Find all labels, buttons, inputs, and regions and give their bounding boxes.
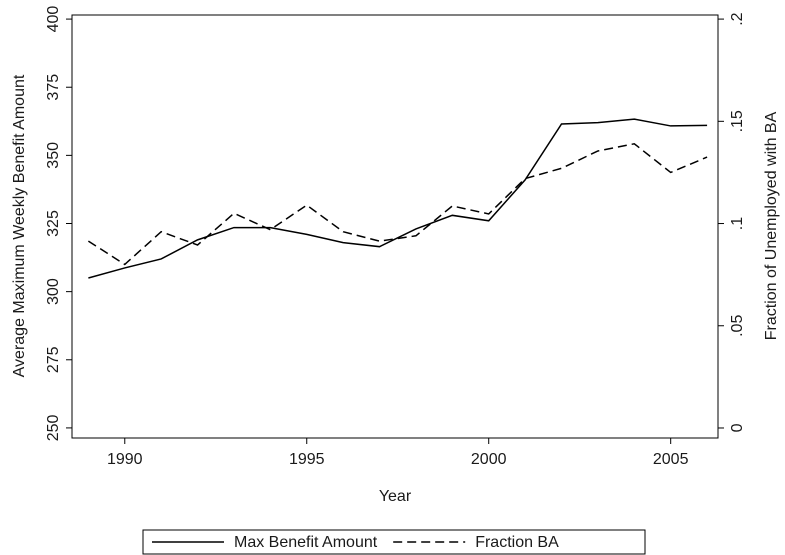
plot-frame [71, 14, 719, 439]
y2-tick-label: .15 [729, 110, 746, 132]
y-axis-title: Average Maximum Weekly Benefit Amount [11, 74, 28, 377]
x-tick-label: 2005 [653, 451, 689, 468]
y2-axis-title: Fraction of Unemployed with BA [763, 111, 780, 340]
y-tick-label: 350 [45, 142, 62, 169]
y-tick-label: 250 [45, 414, 62, 441]
x-tick-label: 1995 [289, 451, 325, 468]
y-tick-label: 300 [45, 278, 62, 305]
y2-tick-label: 0 [729, 423, 746, 432]
legend-label: Fraction BA [475, 534, 559, 551]
y-tick-label: 375 [45, 74, 62, 101]
y-tick-label: 275 [45, 346, 62, 373]
series-line [87, 142, 708, 266]
y2-tick-label: .1 [729, 217, 746, 230]
x-tick-label: 1990 [107, 451, 143, 468]
legend-label: Max Benefit Amount [234, 534, 378, 551]
series-line [88, 118, 708, 279]
x-axis-title: Year [379, 488, 412, 505]
y-tick-label: 400 [45, 6, 62, 33]
y2-tick-label: .2 [729, 12, 746, 25]
y-tick-label: 325 [45, 210, 62, 237]
y2-tick-label: .05 [729, 315, 746, 337]
x-tick-label: 2000 [471, 451, 507, 468]
